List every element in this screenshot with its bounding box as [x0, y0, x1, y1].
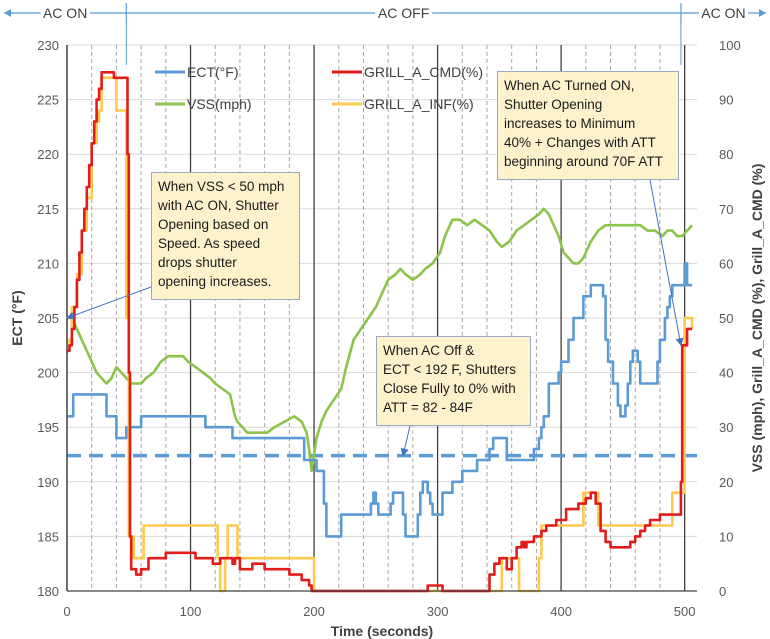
series-line-ect-f	[67, 262, 693, 538]
x-tick-label: 200	[303, 604, 325, 619]
region-1: AC OFF	[125, 3, 681, 24]
annotation-line: drops shutter	[158, 255, 237, 270]
x-axis-title: Time (seconds)	[331, 623, 433, 639]
x-tick-label: 0	[63, 604, 70, 619]
y-right-tick-label: 40	[719, 366, 733, 381]
annotation-vss-ac-on: When VSS < 50 mph with AC ON, Shutter Open…	[151, 172, 300, 300]
legend-item: ECT(°F)	[155, 64, 238, 80]
x-tick-label: 500	[674, 604, 696, 619]
region-markers: AC ON AC OFF AC ON	[4, 3, 766, 65]
annotation-line: ECT < 192 F, Shutters	[383, 362, 516, 377]
region-label: AC ON	[43, 5, 87, 21]
y-right-tick-label: 90	[719, 93, 733, 108]
region-arrowhead	[759, 9, 766, 17]
annotation-line: with AC ON, Shutter	[158, 198, 279, 213]
series-line-vss-mph	[67, 207, 694, 473]
annotation-line: opening increases.	[158, 274, 272, 289]
y-right-tick-label: 100	[719, 38, 741, 53]
legend-label: GRILL_A_INF(%)	[364, 96, 474, 112]
region-0: AC ON	[4, 5, 127, 21]
y-left-tick-label: 230	[37, 38, 59, 53]
region-label-bg	[40, 5, 90, 21]
y-right-tick-label: 10	[719, 529, 733, 544]
region-label: AC OFF	[378, 5, 429, 21]
y-left-tick-label: 190	[37, 475, 59, 490]
y-right-tick-label: 70	[719, 202, 733, 217]
region-arrowhead	[4, 9, 11, 17]
y-left-tick-label: 180	[37, 584, 59, 599]
annotation-ac-off-ect: When AC Off & ECT < 192 F, Shutters Close …	[376, 336, 531, 426]
y-right-tick-label: 60	[719, 256, 733, 271]
y-left-tick-label: 215	[37, 202, 59, 217]
region-label-bg	[375, 5, 433, 21]
annotation-arrows	[66, 179, 684, 457]
annotation-arrow	[400, 425, 411, 457]
y-right-axis-title: VSS (mph), Grill_A_CMD (%), Grill_A_CMD …	[749, 164, 765, 473]
annotation-line: Opening based on	[158, 217, 269, 232]
region-2: AC ON	[680, 3, 766, 24]
grid	[66, 44, 697, 592]
annotation-line: When VSS < 50 mph	[158, 179, 285, 194]
y-right-tick-label: 30	[719, 420, 733, 435]
y-left-axis-title: ECT (°F)	[9, 290, 25, 345]
annotation-line: When AC Turned ON,	[504, 78, 635, 93]
annotation-arrow	[649, 179, 684, 347]
y-right-tick-label: 20	[719, 475, 733, 490]
legend-item: GRILL_A_CMD(%)	[332, 64, 483, 80]
legend-label: VSS(mph)	[187, 96, 252, 112]
x-tick-label: 300	[427, 604, 449, 619]
y-left-tick-label: 185	[37, 529, 59, 544]
y-right-tick-label: 50	[719, 311, 733, 326]
region-label: AC ON	[701, 5, 745, 21]
y-left-tick-label: 220	[37, 147, 59, 162]
annotation-line: 40% + Changes with ATT	[504, 135, 656, 150]
legend-label: ECT(°F)	[187, 64, 238, 80]
y-right-tick-label: 80	[719, 147, 733, 162]
annotation-line: Close Fully to 0% with	[383, 381, 516, 396]
legend-item: GRILL_A_INF(%)	[332, 96, 474, 112]
y-left-tick-label: 195	[37, 420, 59, 435]
x-tick-label: 400	[550, 604, 572, 619]
annotation-line: Shutter Opening	[504, 97, 603, 112]
annotation-line: increases to Minimum	[504, 116, 636, 131]
y-right-tick-label: 0	[719, 584, 726, 599]
x-tick-label: 100	[180, 604, 202, 619]
legend-label: GRILL_A_CMD(%)	[364, 64, 483, 80]
annotation-line: When AC Off &	[383, 343, 475, 358]
annotation-arrow	[66, 286, 152, 320]
y-left-tick-label: 205	[37, 311, 59, 326]
legend: ECT(°F) GRILL_A_CMD(%) VSS(mph) GRILL_A_INF…	[155, 64, 483, 112]
legend-item: VSS(mph)	[155, 96, 252, 112]
y-left-tick-label: 210	[37, 256, 59, 271]
annotation-line: beginning around 70F ATT	[504, 154, 663, 169]
y-left-tick-label: 200	[37, 366, 59, 381]
y-left-tick-label: 225	[37, 93, 59, 108]
annotation-ac-turned-on: When AC Turned ON, Shutter Opening increas…	[497, 71, 679, 180]
annotation-line: Speed. As speed	[158, 236, 261, 251]
annotation-line: ATT = 82 - 84F	[383, 400, 473, 415]
region-label-bg	[698, 5, 748, 21]
